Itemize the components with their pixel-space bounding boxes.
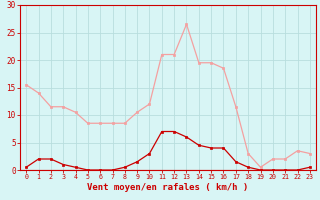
X-axis label: Vent moyen/en rafales ( km/h ): Vent moyen/en rafales ( km/h )	[87, 183, 249, 192]
